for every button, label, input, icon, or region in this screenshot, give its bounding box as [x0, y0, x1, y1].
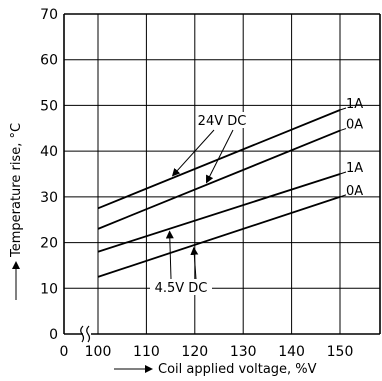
- y-axis-title: Temperature rise, °C: [9, 123, 24, 258]
- annotation-24v-bg: [196, 112, 248, 128]
- line-label-2: 1A: [346, 161, 363, 176]
- series-line-3: [97, 196, 341, 278]
- y-tick-label-30: 30: [40, 190, 58, 206]
- y-tick-label-20: 20: [40, 236, 58, 252]
- series-line-0: [97, 109, 341, 210]
- annotation-45v-arrow-0a: [190, 246, 199, 280]
- annotation-45v-label: 4.5V DC: [155, 281, 208, 296]
- x-axis-title: Coil applied voltage, %V: [158, 362, 317, 377]
- line-label-leader-0: [339, 107, 347, 111]
- line-labels: 1A 0A 1A 0A: [339, 97, 363, 199]
- x-tick-label-origin: 0: [60, 344, 69, 360]
- x-tick-label-130: 130: [230, 344, 257, 360]
- line-label-1: 0A: [346, 118, 363, 133]
- y-tick-label-60: 60: [40, 53, 58, 69]
- axis-titles: Coil applied voltage, %V Temperature rise…: [9, 123, 317, 377]
- plot-frame: [63, 13, 381, 343]
- grid: [64, 14, 380, 334]
- x-tick-label-120: 120: [181, 344, 208, 360]
- series-lines: [97, 109, 341, 278]
- line-label-leader-1: [339, 128, 347, 132]
- annotation-45v-arrow-1a: [165, 230, 174, 280]
- axis-break-mark-left: [80, 325, 85, 343]
- axis-break-mark-right: [86, 325, 91, 343]
- x-tick-label-150: 150: [327, 344, 354, 360]
- tick-labels: 0 10 20 30 40 50 60 70 0 100 110 120 130 140 150: [40, 7, 353, 360]
- annotation-45v-bg: [150, 279, 212, 295]
- line-label-0: 1A: [346, 97, 363, 112]
- x-tick-label-110: 110: [133, 344, 160, 360]
- y-tick-label-40: 40: [40, 144, 58, 160]
- line-label-leader-3: [339, 194, 347, 198]
- annotation-24v-arrow-1a: [171, 129, 215, 177]
- annotation-24v-arrow-0a: [206, 129, 234, 184]
- x-tick-label-140: 140: [278, 344, 305, 360]
- x-tick-label-100: 100: [85, 344, 112, 360]
- line-label-leader-2: [339, 171, 347, 175]
- y-tick-label-10: 10: [40, 281, 58, 297]
- annotations: 24V DC 4.5V DC: [150, 112, 248, 296]
- y-tick-label-50: 50: [40, 98, 58, 114]
- y-tick-label-70: 70: [40, 7, 58, 23]
- y-tick-label-0: 0: [49, 327, 58, 343]
- annotation-24v-label: 24V DC: [198, 114, 247, 129]
- series-line-2: [97, 173, 341, 253]
- series-line-1: [97, 129, 341, 230]
- line-label-3: 0A: [346, 184, 363, 199]
